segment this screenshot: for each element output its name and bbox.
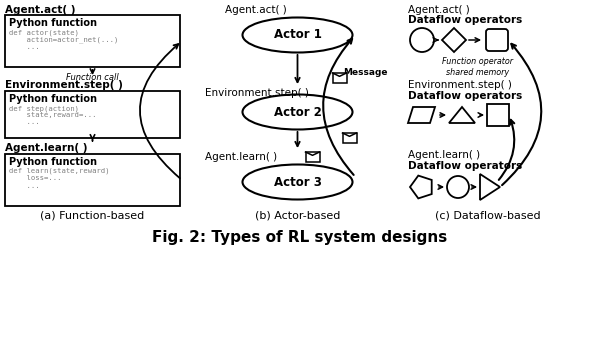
Text: Environment.step( ): Environment.step( ) xyxy=(408,80,512,90)
Text: Message: Message xyxy=(343,68,388,77)
Polygon shape xyxy=(408,107,435,123)
Text: Python function: Python function xyxy=(9,94,97,104)
Text: Python function: Python function xyxy=(9,18,97,28)
Text: Dataflow operators: Dataflow operators xyxy=(408,15,522,25)
Text: Agent.act( ): Agent.act( ) xyxy=(5,5,76,15)
Text: Dataflow operators: Dataflow operators xyxy=(408,161,522,171)
Circle shape xyxy=(447,176,469,198)
Text: Agent.act( ): Agent.act( ) xyxy=(225,5,287,15)
Text: Environment.step( ): Environment.step( ) xyxy=(5,80,123,90)
Bar xyxy=(5,15,180,67)
Text: Agent.learn( ): Agent.learn( ) xyxy=(205,152,277,162)
Text: Fig. 2: Types of RL system designs: Fig. 2: Types of RL system designs xyxy=(152,230,448,245)
Text: (b) Actor-based: (b) Actor-based xyxy=(255,210,340,220)
Bar xyxy=(5,91,180,138)
Bar xyxy=(343,133,356,143)
Text: Environment.step( ): Environment.step( ) xyxy=(205,88,309,98)
Text: def actor(state)
    action=actor_net(...)
    ...: def actor(state) action=actor_net(...) .… xyxy=(9,29,118,50)
Bar xyxy=(332,73,347,83)
Bar xyxy=(5,154,180,206)
Polygon shape xyxy=(442,28,466,52)
Text: (a) Function-based: (a) Function-based xyxy=(40,210,145,220)
Text: Actor 3: Actor 3 xyxy=(274,176,322,188)
FancyBboxPatch shape xyxy=(486,29,508,51)
Text: Dataflow operators: Dataflow operators xyxy=(408,91,522,101)
Text: Python function: Python function xyxy=(9,157,97,167)
Bar xyxy=(487,104,509,126)
Text: Function call: Function call xyxy=(66,73,119,82)
Bar xyxy=(305,152,320,162)
Text: Agent.learn( ): Agent.learn( ) xyxy=(408,150,480,160)
Text: Actor 2: Actor 2 xyxy=(274,105,322,119)
Text: Function operator
shared memory: Function operator shared memory xyxy=(443,57,514,77)
Text: (c) Dataflow-based: (c) Dataflow-based xyxy=(435,210,541,220)
Text: def learn(state,reward)
    loss=...
    ...: def learn(state,reward) loss=... ... xyxy=(9,168,110,188)
Polygon shape xyxy=(449,107,475,123)
Ellipse shape xyxy=(242,165,353,200)
Text: Actor 1: Actor 1 xyxy=(274,29,322,41)
Text: Agent.learn( ): Agent.learn( ) xyxy=(5,143,88,153)
Circle shape xyxy=(410,28,434,52)
Text: Agent.act( ): Agent.act( ) xyxy=(408,5,470,15)
Polygon shape xyxy=(410,176,432,198)
Ellipse shape xyxy=(242,95,353,130)
Ellipse shape xyxy=(242,17,353,52)
Text: def step(action)
    state,reward=...
    ...: def step(action) state,reward=... ... xyxy=(9,105,97,126)
Polygon shape xyxy=(480,174,500,200)
